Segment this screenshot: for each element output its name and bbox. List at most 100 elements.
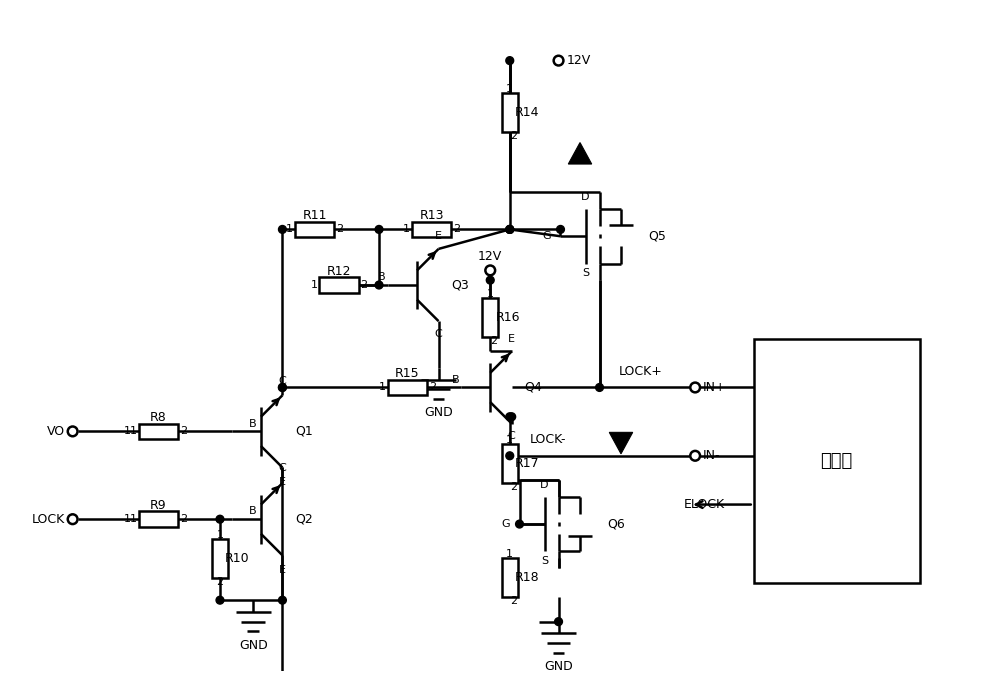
Text: GND: GND	[239, 639, 268, 652]
Text: B: B	[378, 272, 386, 282]
Text: R8: R8	[150, 411, 167, 424]
Bar	[482, 298, 498, 336]
Circle shape	[68, 514, 78, 524]
Text: 2: 2	[336, 225, 343, 234]
Text: E: E	[279, 565, 286, 575]
Circle shape	[68, 426, 78, 437]
Text: B: B	[451, 375, 459, 385]
Bar	[412, 221, 451, 237]
Bar	[754, 338, 920, 583]
Text: 1: 1	[124, 514, 131, 524]
Text: R12: R12	[327, 265, 351, 278]
Bar	[319, 277, 359, 293]
Polygon shape	[568, 142, 592, 164]
Text: E: E	[279, 477, 286, 487]
Text: R16: R16	[496, 311, 520, 323]
Text: 1: 1	[506, 435, 513, 445]
Text: Q4: Q4	[524, 381, 542, 394]
Circle shape	[279, 383, 286, 392]
Text: LOCK-: LOCK-	[529, 433, 566, 446]
Text: G: G	[542, 232, 551, 241]
Text: B: B	[248, 419, 256, 428]
Text: C: C	[435, 329, 442, 339]
Circle shape	[555, 618, 562, 626]
Text: Q3: Q3	[451, 279, 469, 291]
Text: VO: VO	[47, 425, 65, 438]
Text: LOCK+: LOCK+	[619, 365, 663, 378]
Circle shape	[690, 451, 700, 460]
Text: ELOCK: ELOCK	[683, 498, 724, 511]
Polygon shape	[609, 432, 633, 454]
Circle shape	[279, 225, 286, 234]
Text: R18: R18	[515, 571, 540, 584]
Bar	[212, 539, 228, 577]
Text: 2: 2	[510, 482, 517, 492]
Text: 2: 2	[429, 383, 436, 392]
Text: D: D	[540, 480, 549, 490]
Text: 12V: 12V	[478, 249, 502, 263]
Circle shape	[375, 225, 383, 234]
Text: R11: R11	[302, 209, 327, 222]
Circle shape	[557, 225, 564, 234]
Text: IN-: IN-	[703, 449, 720, 462]
Bar	[502, 558, 518, 597]
Bar	[139, 511, 178, 527]
Text: R15: R15	[395, 367, 420, 380]
Circle shape	[554, 56, 563, 65]
Text: 1: 1	[403, 225, 410, 234]
Text: 1: 1	[506, 550, 513, 559]
Circle shape	[508, 413, 516, 421]
Text: 1: 1	[130, 514, 137, 524]
Circle shape	[279, 383, 286, 392]
Text: G: G	[501, 519, 510, 529]
Text: R9: R9	[150, 499, 167, 512]
Bar	[388, 380, 427, 395]
Circle shape	[506, 225, 514, 234]
Circle shape	[485, 266, 495, 275]
Text: R14: R14	[515, 106, 540, 118]
Text: B: B	[248, 507, 256, 516]
Text: Q6: Q6	[607, 518, 625, 530]
Text: S: S	[542, 556, 549, 566]
Text: 电子锁: 电子锁	[820, 452, 853, 470]
Circle shape	[506, 57, 514, 65]
Bar	[295, 221, 334, 237]
Text: C: C	[279, 376, 286, 385]
Bar	[502, 93, 518, 132]
Circle shape	[506, 225, 514, 234]
Bar	[139, 424, 178, 439]
Text: R10: R10	[225, 552, 250, 565]
Bar	[502, 444, 518, 483]
Text: 12V: 12V	[566, 54, 591, 67]
Text: 1: 1	[311, 280, 318, 290]
Text: 1: 1	[124, 426, 131, 437]
Text: 1: 1	[506, 84, 513, 94]
Text: S: S	[583, 268, 590, 279]
Text: 2: 2	[360, 280, 368, 290]
Text: IN+: IN+	[703, 381, 727, 394]
Text: 2: 2	[490, 336, 497, 346]
Text: C: C	[279, 464, 286, 473]
Circle shape	[506, 452, 514, 460]
Circle shape	[516, 520, 523, 528]
Circle shape	[506, 225, 514, 234]
Circle shape	[216, 597, 224, 604]
Text: C: C	[508, 431, 516, 441]
Text: Q1: Q1	[295, 425, 313, 438]
Text: R17: R17	[515, 457, 540, 470]
Text: 2: 2	[510, 131, 517, 141]
Circle shape	[506, 413, 514, 421]
Text: 2: 2	[453, 225, 460, 234]
Text: LOCK: LOCK	[32, 513, 65, 526]
Text: 2: 2	[180, 514, 187, 524]
Text: Q2: Q2	[295, 513, 313, 526]
Text: 2: 2	[216, 577, 224, 586]
Text: 1: 1	[216, 530, 223, 540]
Text: 2: 2	[510, 596, 517, 606]
Text: GND: GND	[544, 660, 573, 673]
Text: 2: 2	[180, 426, 187, 437]
Text: D: D	[581, 192, 590, 202]
Text: 1: 1	[379, 383, 386, 392]
Circle shape	[486, 276, 494, 284]
Text: 1: 1	[130, 426, 137, 437]
